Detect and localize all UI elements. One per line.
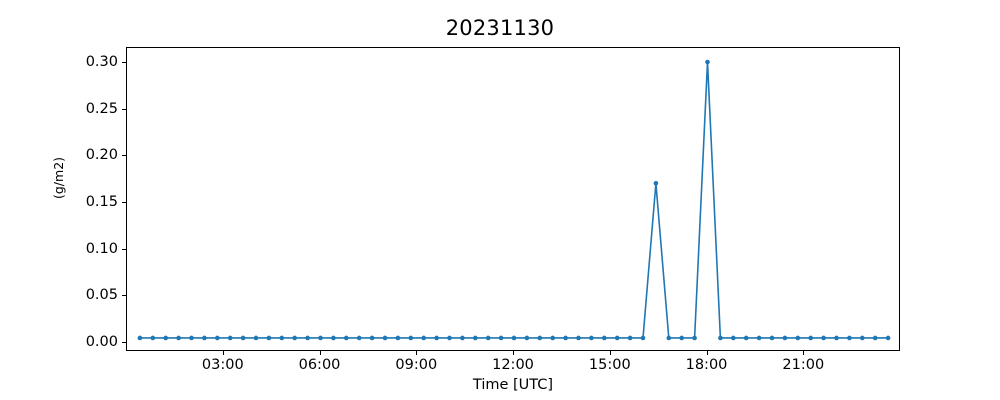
data-point bbox=[743, 335, 749, 341]
data-point bbox=[524, 335, 530, 341]
data-point bbox=[589, 335, 594, 341]
data-point bbox=[860, 335, 865, 341]
data-point bbox=[215, 335, 220, 341]
data-series-svg bbox=[137, 59, 891, 341]
data-point bbox=[731, 335, 736, 341]
x-tick-mark bbox=[222, 351, 224, 355]
y-tick-mark bbox=[122, 248, 126, 250]
x-tick-mark bbox=[609, 351, 611, 355]
x-tick-mark bbox=[803, 351, 805, 355]
data-point bbox=[537, 335, 543, 341]
data-point bbox=[150, 335, 156, 341]
y-tick-label: 0.15 bbox=[85, 194, 118, 210]
data-point bbox=[460, 335, 465, 341]
y-tick-mark bbox=[122, 62, 126, 64]
data-point bbox=[382, 335, 388, 341]
data-point bbox=[640, 335, 646, 341]
y-tick-label: 0.20 bbox=[85, 147, 118, 164]
data-point bbox=[498, 335, 504, 341]
x-tick-label: 09:00 bbox=[395, 357, 438, 373]
data-point bbox=[511, 335, 517, 341]
y-tick-mark bbox=[122, 342, 126, 344]
plot-area bbox=[126, 47, 900, 351]
data-point bbox=[318, 335, 323, 341]
data-point bbox=[627, 335, 633, 341]
data-point bbox=[795, 335, 801, 341]
data-point bbox=[447, 335, 452, 341]
data-point bbox=[421, 335, 427, 341]
data-point bbox=[756, 335, 762, 341]
data-point bbox=[279, 335, 285, 341]
data-point bbox=[189, 335, 194, 341]
data-point bbox=[808, 335, 813, 341]
data-point bbox=[163, 335, 168, 341]
x-tick-label: 03:00 bbox=[201, 357, 244, 373]
data-point bbox=[434, 335, 439, 341]
x-tick-mark bbox=[416, 351, 418, 355]
data-point bbox=[408, 335, 414, 341]
data-point bbox=[666, 335, 672, 341]
data-point bbox=[653, 180, 659, 186]
data-point bbox=[253, 335, 259, 341]
x-tick-label: 12:00 bbox=[492, 357, 534, 373]
data-point bbox=[266, 335, 272, 341]
data-point bbox=[602, 335, 607, 341]
data-point bbox=[485, 335, 491, 341]
y-tick-mark bbox=[122, 295, 126, 297]
data-point bbox=[344, 335, 349, 341]
y-tick-label: 0.05 bbox=[85, 287, 118, 304]
x-tick-mark bbox=[513, 351, 515, 355]
x-tick-label: 18:00 bbox=[685, 357, 728, 373]
data-point bbox=[137, 335, 143, 341]
data-point bbox=[356, 335, 362, 341]
x-tick-mark bbox=[319, 351, 321, 355]
data-point bbox=[769, 335, 775, 341]
data-point bbox=[782, 335, 788, 341]
data-markers bbox=[137, 59, 891, 341]
data-point bbox=[292, 335, 297, 341]
x-tick-mark bbox=[706, 351, 708, 355]
data-point bbox=[821, 335, 826, 341]
data-point bbox=[176, 335, 181, 341]
data-point bbox=[718, 335, 723, 341]
y-tick-mark bbox=[122, 202, 126, 204]
x-tick-label: 15:00 bbox=[588, 357, 631, 373]
data-point bbox=[563, 335, 568, 341]
data-point bbox=[614, 335, 620, 341]
y-tick-mark bbox=[122, 155, 126, 157]
data-point bbox=[240, 335, 246, 341]
y-tick-label: 0.10 bbox=[85, 240, 118, 257]
data-point bbox=[227, 335, 233, 341]
data-point bbox=[834, 335, 839, 341]
data-point bbox=[202, 335, 207, 341]
data-line bbox=[139, 61, 889, 339]
y-tick-label: 0.00 bbox=[85, 334, 118, 350]
data-point bbox=[305, 335, 310, 341]
data-point bbox=[331, 335, 336, 341]
data-point bbox=[395, 335, 401, 341]
data-point bbox=[847, 335, 852, 341]
chart-title: 20231130 bbox=[445, 16, 555, 40]
y-tick-label: 0.25 bbox=[85, 100, 118, 117]
x-axis-label: Time [UTC] bbox=[472, 377, 554, 393]
data-point bbox=[576, 335, 581, 341]
data-point bbox=[692, 335, 697, 341]
data-point bbox=[885, 335, 891, 341]
x-tick-label: 21:00 bbox=[782, 357, 825, 373]
y-tick-label: 0.30 bbox=[85, 54, 118, 70]
data-point bbox=[369, 335, 375, 341]
data-point bbox=[679, 335, 684, 341]
x-tick-label: 06:00 bbox=[298, 357, 341, 373]
data-point bbox=[550, 335, 555, 341]
data-point bbox=[705, 59, 710, 65]
y-tick-mark bbox=[122, 108, 126, 110]
data-point bbox=[473, 335, 478, 341]
data-point bbox=[872, 335, 878, 341]
